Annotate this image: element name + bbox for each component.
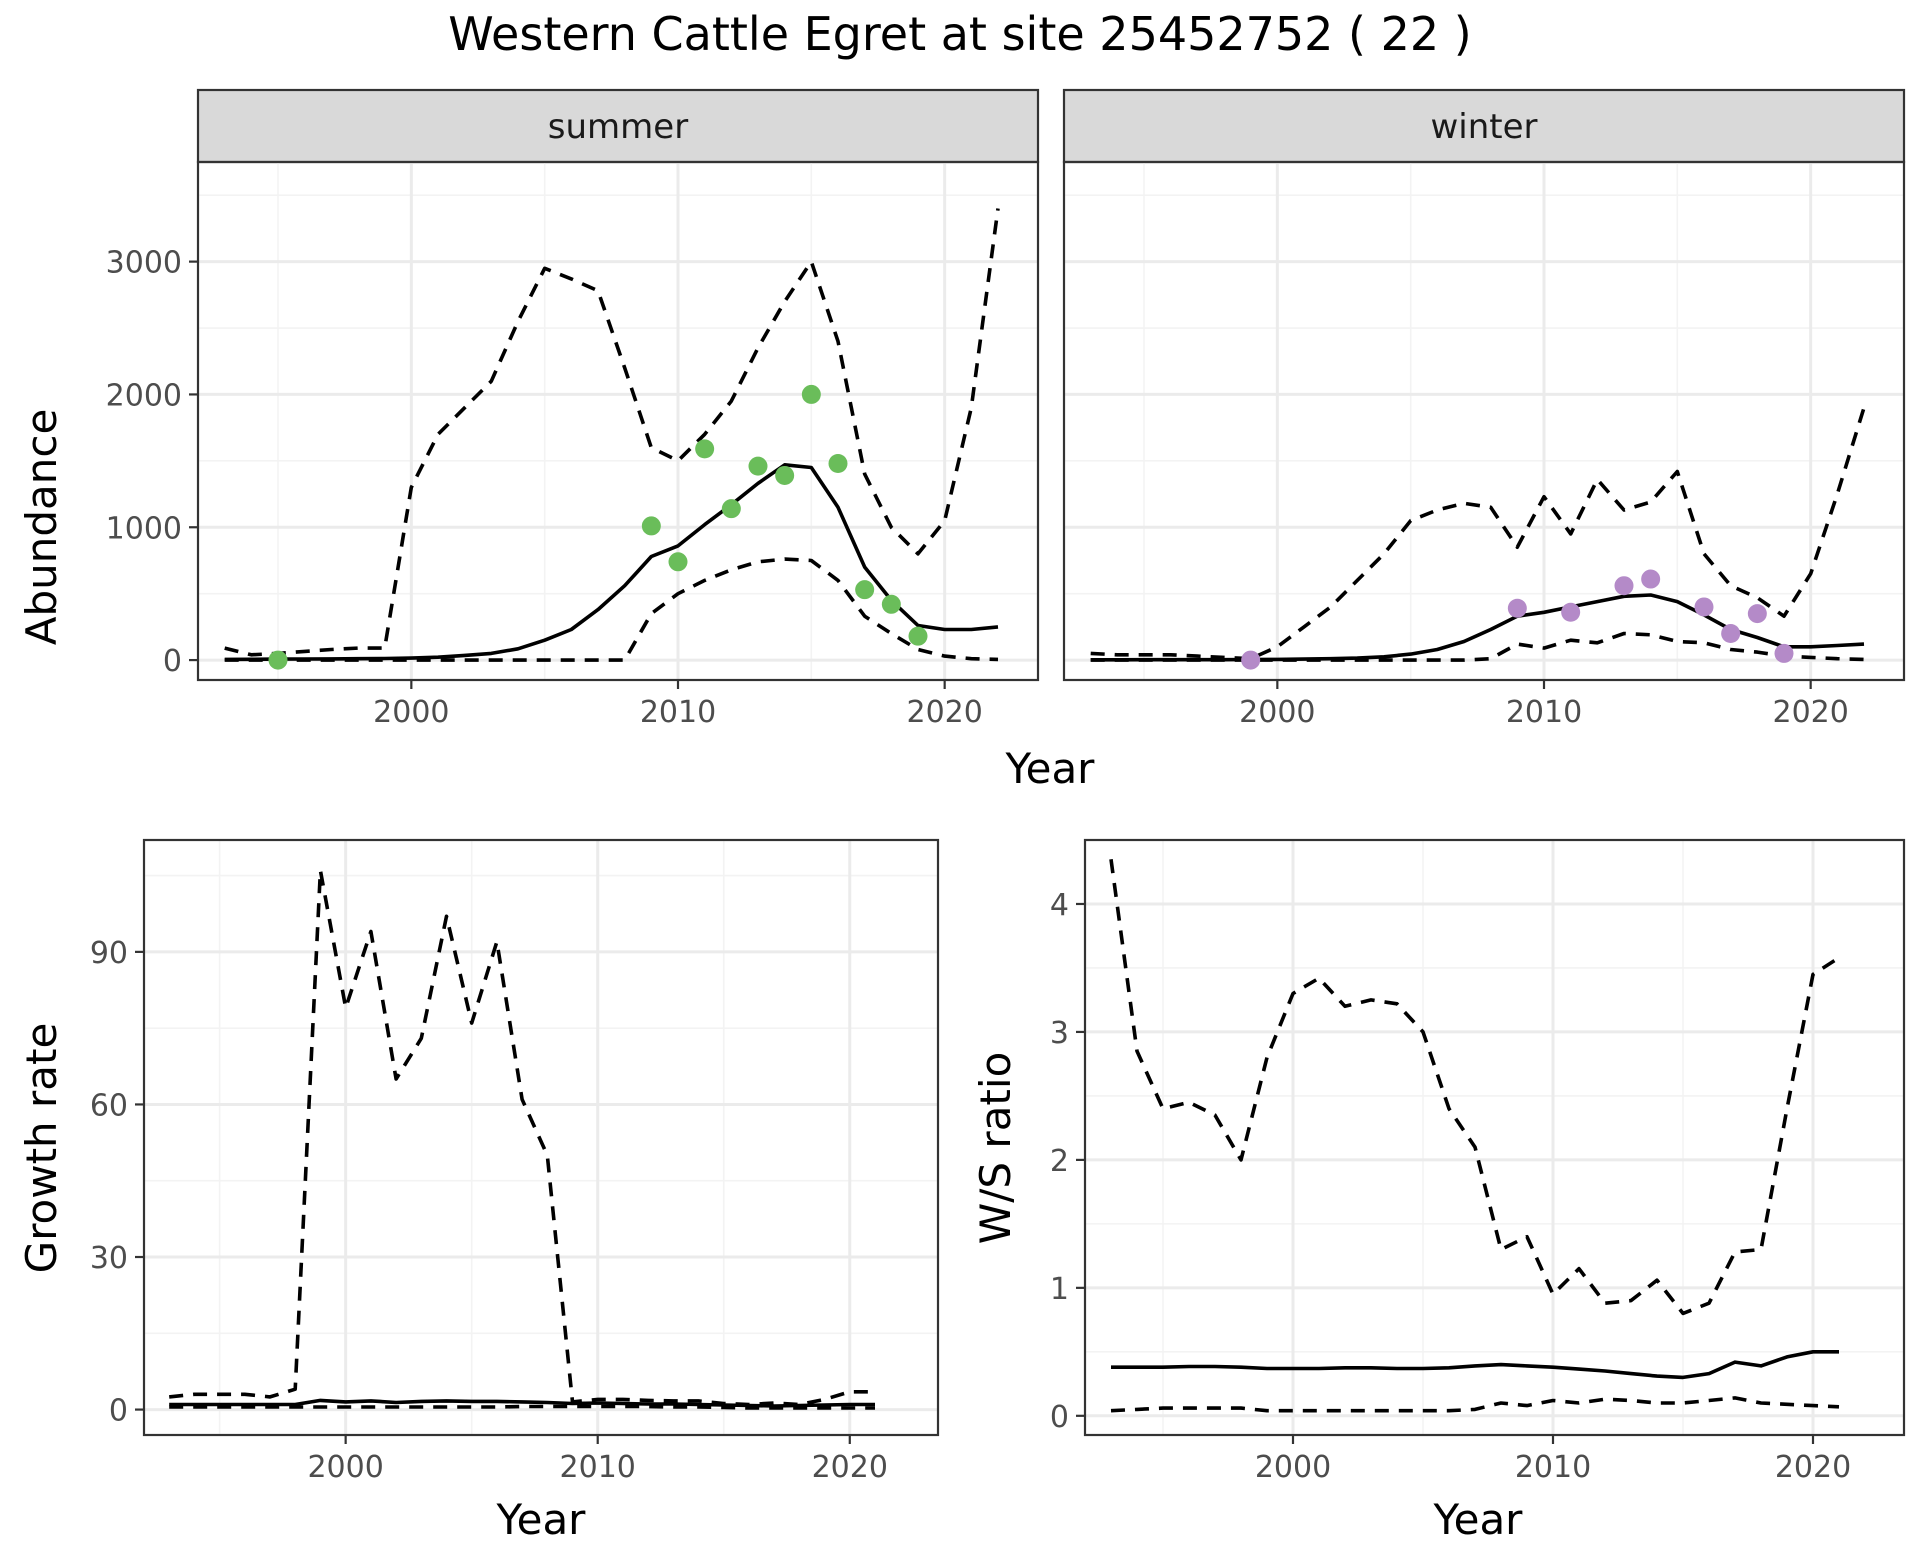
ws-y-axis-title: W/S ratio — [971, 1052, 1020, 1245]
data-point-winter — [1241, 650, 1261, 670]
y-tick-label: 3000 — [106, 246, 182, 281]
x-tick-label: 2000 — [373, 695, 449, 730]
growth-x-axis-title: Year — [496, 1495, 587, 1544]
series-line-upper — [224, 208, 1000, 657]
plot-ws-ratio: 2000 2010 2020 0 1 2 3 4 — [1050, 838, 1906, 1485]
data-point-summer — [748, 456, 768, 476]
panel-border — [196, 160, 1040, 682]
top-y-axis-title: Abundance — [17, 409, 66, 646]
data-point-winter — [1507, 598, 1527, 618]
x-tick-label: 2010 — [1515, 1450, 1591, 1485]
plot-summer: 2000 2010 2020 0 1000 2000 3000 — [106, 160, 1040, 730]
data-point-winter — [1561, 602, 1581, 622]
y-tick-label: 2000 — [106, 378, 182, 413]
ws-x-axis-title: Year — [1433, 1495, 1524, 1544]
x-tick-label: 2010 — [640, 695, 716, 730]
data-point-winter — [1774, 643, 1794, 663]
y-tick-label: 3 — [1050, 1016, 1069, 1051]
y-tick-label: 0 — [109, 1394, 128, 1429]
facet-strip-summer — [196, 88, 1040, 164]
y-tick-label: 0 — [163, 644, 182, 679]
data-point-summer — [721, 499, 741, 519]
data-point-winter — [1641, 569, 1661, 589]
data-point-summer — [881, 594, 901, 614]
data-point-summer — [801, 384, 821, 404]
data-point-summer — [695, 439, 715, 459]
top-x-axis-title: Year — [1005, 744, 1096, 793]
data-point-winter — [1721, 624, 1741, 644]
series-line-lower — [224, 557, 999, 662]
plot-growth-rate: 2000 2010 2020 0 30 60 90 — [90, 838, 940, 1485]
y-tick-label: 0 — [1050, 1400, 1069, 1435]
y-tick-label: 2 — [1050, 1144, 1069, 1179]
data-point-summer — [641, 516, 661, 536]
panel-border — [142, 838, 940, 1437]
data-point-summer — [828, 454, 848, 474]
facet-label-winter: winter — [1430, 107, 1537, 147]
series-line-upper — [169, 868, 875, 1407]
series-line-upper — [1090, 407, 1866, 661]
panel-border — [1083, 838, 1906, 1437]
y-tick-label: 60 — [90, 1088, 128, 1123]
facet-winter: winter 2000 2010 2020 — [1062, 88, 1906, 730]
facet-summer: summer 2000 2010 2020 0 1000 2000 3000 — [106, 88, 1040, 730]
data-point-winter — [1747, 604, 1767, 624]
data-point-summer — [908, 626, 928, 646]
facet-strip-winter — [1062, 88, 1906, 164]
y-tick-label: 1000 — [106, 511, 182, 546]
series-line-lower — [1090, 631, 1865, 662]
x-tick-label: 2000 — [307, 1450, 383, 1485]
data-point-summer — [668, 552, 688, 572]
x-tick-label: 2020 — [1772, 695, 1848, 730]
data-point-summer — [775, 465, 795, 485]
x-tick-label: 2000 — [1239, 695, 1315, 730]
series-line-lower — [1110, 1396, 1840, 1413]
series-line-lower — [169, 1404, 875, 1410]
x-tick-label: 2010 — [1506, 695, 1582, 730]
data-point-winter — [1614, 576, 1634, 596]
x-tick-label: 2020 — [1775, 1450, 1851, 1485]
facet-label-summer: summer — [548, 107, 688, 147]
x-tick-label: 2000 — [1255, 1450, 1331, 1485]
x-tick-label: 2010 — [560, 1450, 636, 1485]
series-line-mean — [169, 1398, 875, 1408]
panel-border — [1062, 160, 1906, 682]
data-point-winter — [1694, 597, 1714, 617]
series-line-upper — [1109, 858, 1840, 1316]
chart-title: Western Cattle Egret at site 25452752 ( … — [448, 7, 1471, 61]
y-tick-label: 30 — [90, 1241, 128, 1276]
data-point-summer — [268, 650, 288, 670]
y-tick-label: 4 — [1050, 888, 1069, 923]
y-tick-label: 1 — [1050, 1272, 1069, 1307]
growth-y-axis-title: Growth rate — [17, 1023, 66, 1274]
plot-winter: 2000 2010 2020 — [1062, 160, 1906, 730]
data-point-summer — [855, 580, 875, 600]
series-line-mean — [1111, 1350, 1839, 1380]
y-tick-label: 90 — [90, 936, 128, 971]
x-tick-label: 2020 — [906, 695, 982, 730]
x-tick-label: 2020 — [812, 1450, 888, 1485]
